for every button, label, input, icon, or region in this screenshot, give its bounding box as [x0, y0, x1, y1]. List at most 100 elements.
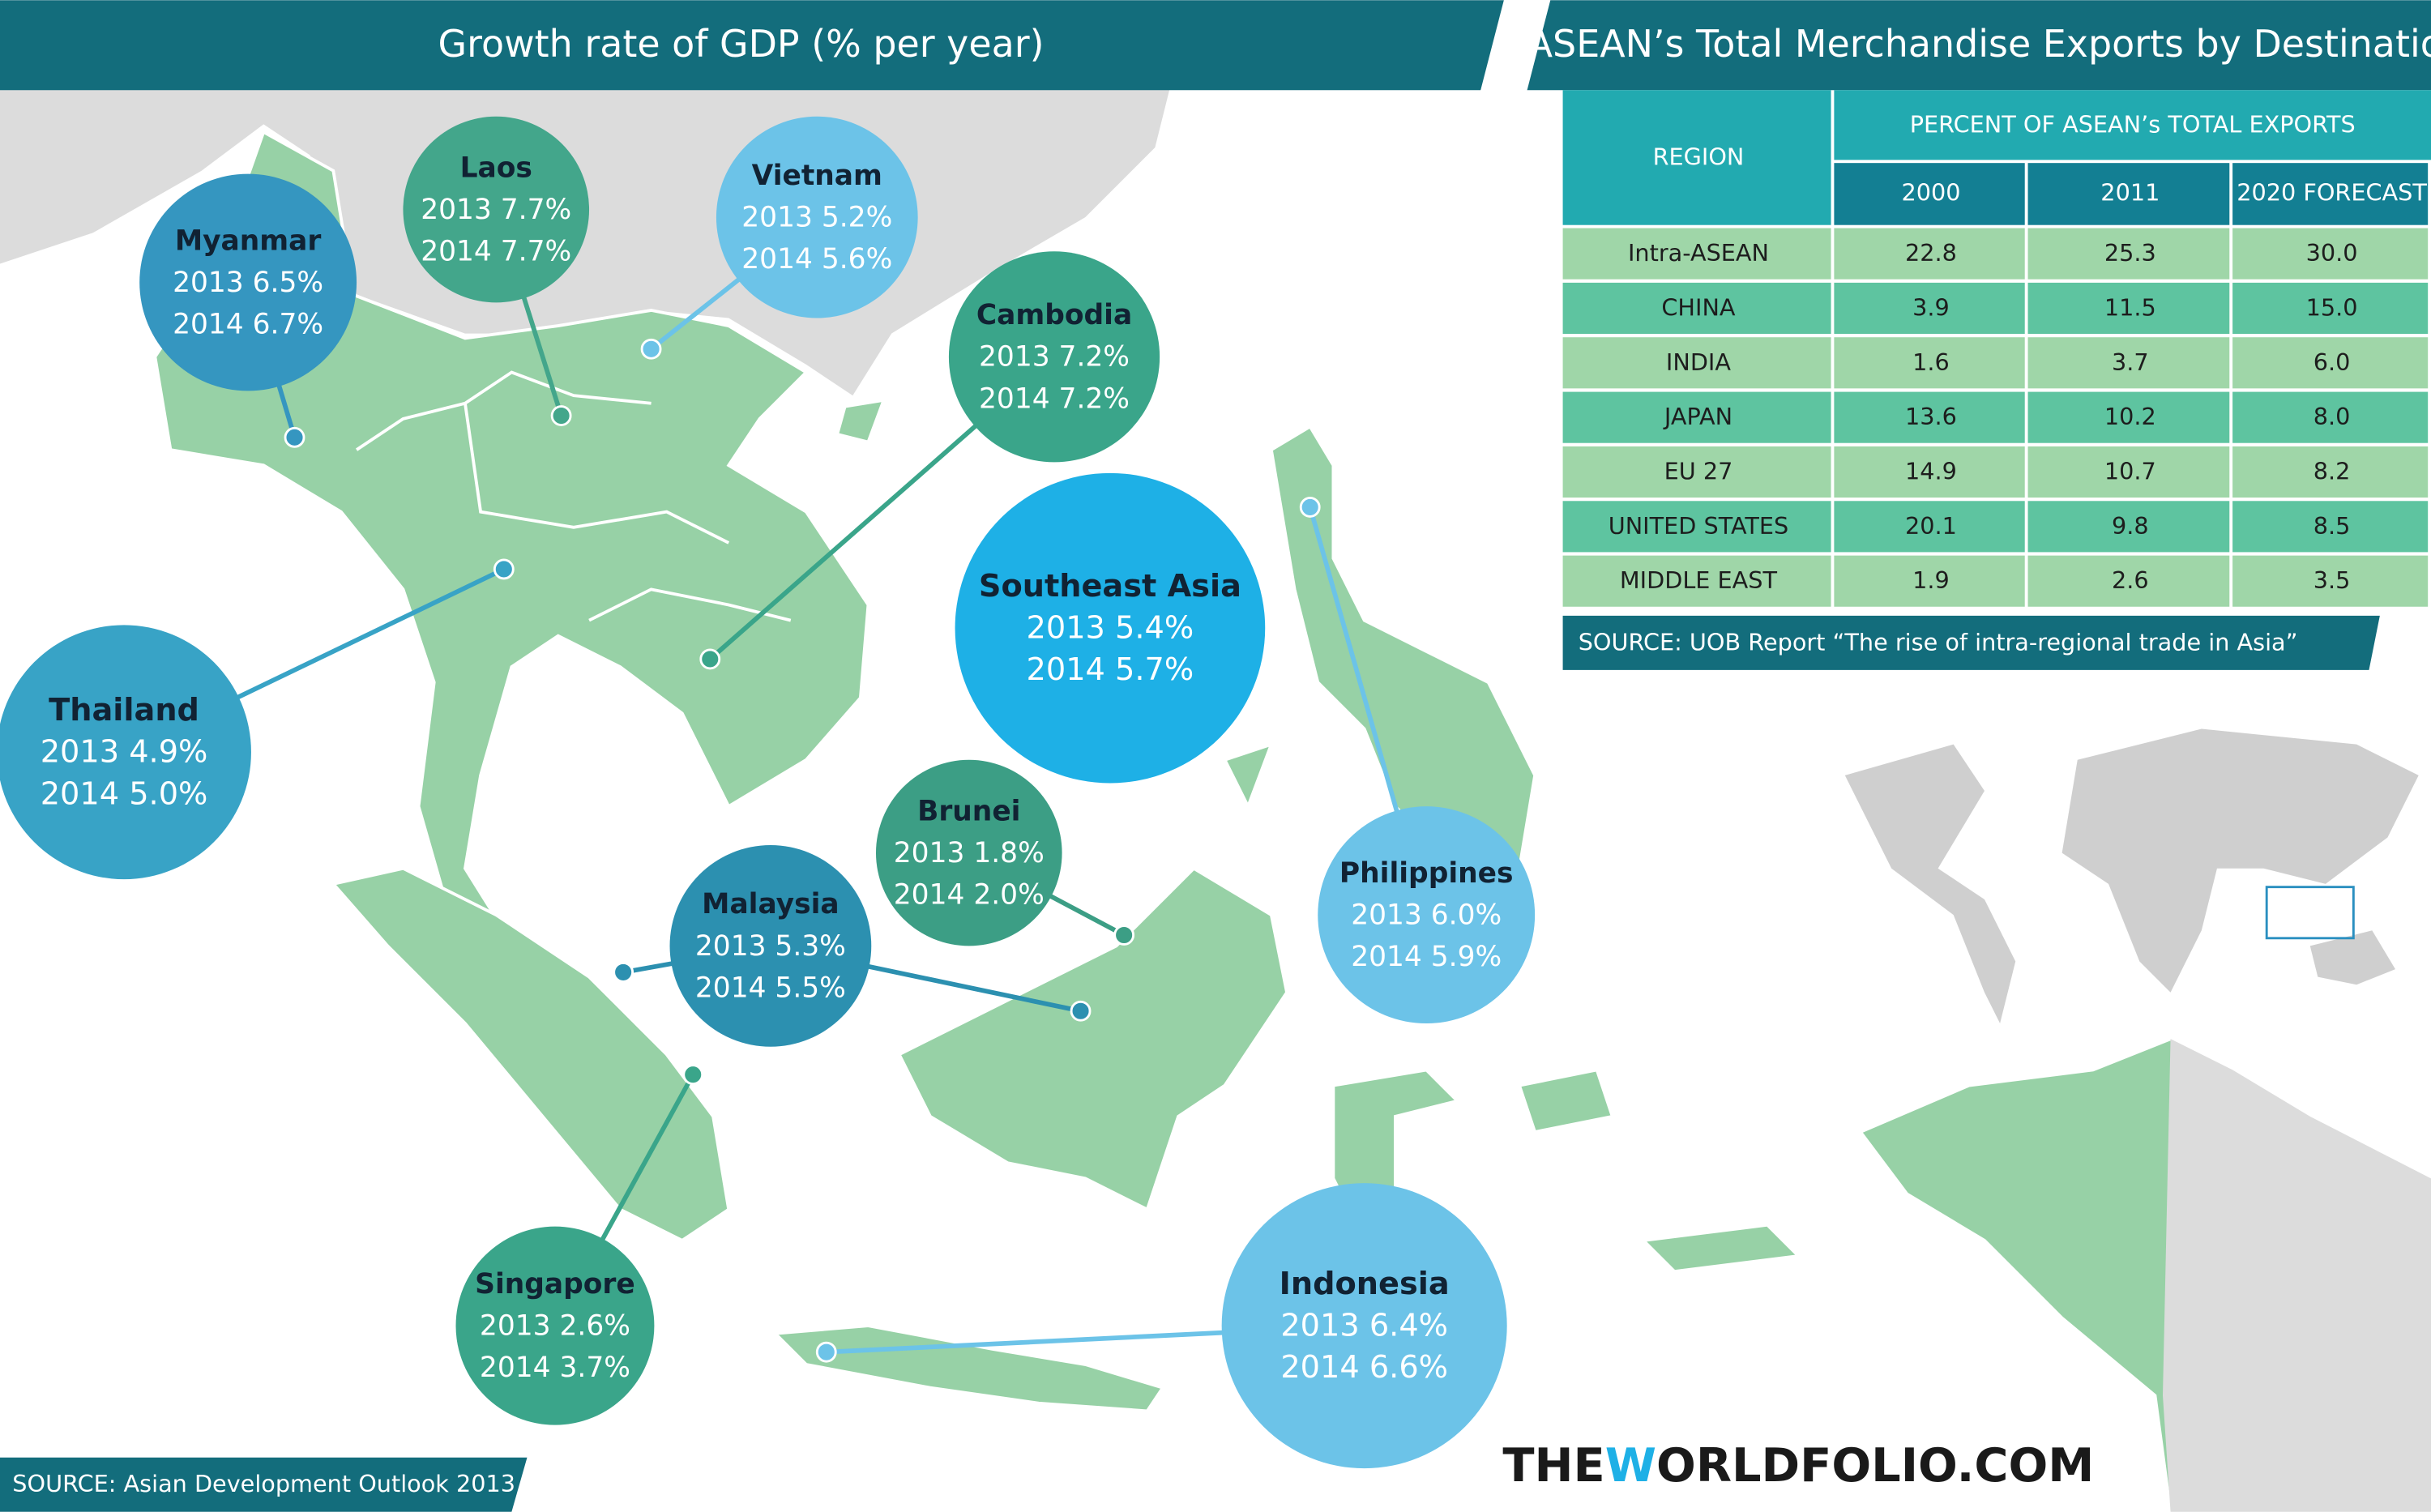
connector-dot — [699, 648, 721, 670]
table-cell — [1834, 337, 2025, 389]
table-cell — [1562, 391, 1831, 443]
connector-dot — [682, 1064, 704, 1086]
table-cell — [2232, 391, 2429, 443]
bubble-value: 2014 5.9% — [1351, 941, 1502, 973]
table-cell — [1562, 282, 1831, 335]
table-value: 2.6 — [2112, 566, 2149, 594]
table-cell — [1834, 555, 2025, 607]
header-cell — [2027, 163, 2230, 225]
bubble-value: 2014 5.0% — [41, 775, 208, 812]
table-region: EU 27 — [1664, 457, 1733, 485]
table-cell — [1834, 228, 2025, 280]
bubble-value: 2013 7.2% — [979, 341, 1130, 374]
world-map — [1844, 728, 2419, 1024]
table-value: 8.2 — [2314, 457, 2351, 485]
table-cell — [2232, 282, 2429, 335]
borneo — [897, 866, 1289, 1212]
connector-dot — [640, 338, 662, 360]
left-source: SOURCE: Asian Development Outlook 2013 — [12, 1470, 515, 1497]
bubble-value: 2013 6.4% — [1280, 1308, 1448, 1344]
bubble-name: Philippines — [1339, 857, 1514, 890]
bubble — [139, 173, 357, 391]
header-cell — [1834, 90, 2431, 160]
connector-dot — [550, 405, 572, 426]
table-cell — [2027, 282, 2230, 335]
table-value: 30.0 — [2306, 239, 2358, 267]
table-value: 3.5 — [2314, 566, 2351, 594]
java — [771, 1324, 1165, 1413]
bubble-name: Myanmar — [175, 224, 322, 257]
table-cell — [2027, 391, 2230, 443]
header-region: REGION — [1653, 143, 1745, 170]
bubble — [875, 759, 1062, 946]
table-cell — [1562, 228, 1831, 280]
table-value: 20.1 — [1905, 512, 1957, 540]
table-cell — [1834, 446, 2025, 498]
connector-dot — [815, 1341, 837, 1363]
table-value: 8.0 — [2314, 403, 2351, 430]
bubble-value: 2013 1.8% — [894, 837, 1045, 869]
column-header: 2000 — [1901, 178, 1960, 206]
table-cell — [1562, 555, 1831, 607]
header-cell — [1562, 90, 1831, 225]
bubble-value: 2013 6.0% — [1351, 899, 1502, 932]
mainland-southeast-asia — [153, 130, 870, 1072]
table-cell — [1834, 391, 2025, 443]
map — [0, 85, 2431, 1512]
bubble — [1318, 806, 1536, 1024]
table-cell — [2027, 228, 2230, 280]
table-source: SOURCE: UOB Report “The rise of intra-re… — [1579, 628, 2298, 656]
header-cell — [2232, 163, 2429, 225]
bubble-value: 2014 2.0% — [894, 879, 1045, 912]
bubble-value: 2014 7.2% — [979, 382, 1130, 415]
bubble-value: 2014 6.6% — [1280, 1349, 1448, 1386]
right-header-title: ASEAN’s Total Merchandise Exports by Des… — [1527, 22, 2431, 66]
bubble-name: Brunei — [917, 795, 1020, 827]
region-highlight — [2265, 886, 2355, 940]
table-value: 25.3 — [2104, 239, 2156, 267]
table-cell — [1562, 337, 1831, 389]
bubble-value: 2013 5.3% — [695, 930, 846, 963]
left-header-bar — [0, 0, 1504, 91]
bubble-name: Indonesia — [1280, 1266, 1450, 1302]
malay-islands — [835, 398, 1802, 1274]
table-cell — [1562, 446, 1831, 498]
bubble — [403, 116, 590, 303]
table-value: 6.0 — [2314, 348, 2351, 376]
table-value: 1.9 — [1912, 566, 1950, 594]
table-value: 15.0 — [2306, 293, 2358, 321]
bubble-value: 2014 6.7% — [173, 309, 323, 341]
header-group: PERCENT OF ASEAN’s TOTAL EXPORTS — [1910, 110, 2356, 138]
table-value: 11.5 — [2104, 293, 2156, 321]
left-source-bar — [0, 1457, 528, 1512]
connector-dot — [613, 961, 634, 983]
table-cell — [2027, 501, 2230, 553]
table-region: INDIA — [1666, 348, 1731, 376]
bubble-name: Thailand — [49, 692, 199, 728]
bubble-value: 2014 5.7% — [1027, 651, 1194, 688]
column-header: 2020 FORECAST — [2237, 178, 2427, 206]
bubble-name: Vietnam — [752, 160, 882, 192]
bubble-value: 2013 5.4% — [1027, 610, 1194, 647]
bubble — [669, 845, 872, 1047]
table-cell — [2027, 337, 2230, 389]
table-region: Intra-ASEAN — [1628, 239, 1769, 267]
bubble-value: 2014 5.6% — [741, 243, 892, 275]
table-cell — [1562, 501, 1831, 553]
brand-part: ORLDFOLIO.COM — [1656, 1438, 2094, 1493]
table-cell — [2232, 228, 2429, 280]
sumatra — [330, 866, 731, 1243]
bubble — [948, 251, 1160, 463]
bubble — [1221, 1183, 1507, 1469]
bubble — [955, 472, 1266, 784]
bubble-name: Singapore — [475, 1268, 635, 1301]
header-cell — [1834, 163, 2025, 225]
table-cell — [1834, 501, 2025, 553]
table-value: 9.8 — [2112, 512, 2149, 540]
table-cell — [1834, 282, 2025, 335]
brand-part: W — [1605, 1438, 1656, 1493]
philippines — [1269, 424, 1537, 870]
bubble-layer: Myanmar 2013 6.5% 2014 6.7% Laos 2013 7.7% 20… — [0, 116, 1536, 1469]
